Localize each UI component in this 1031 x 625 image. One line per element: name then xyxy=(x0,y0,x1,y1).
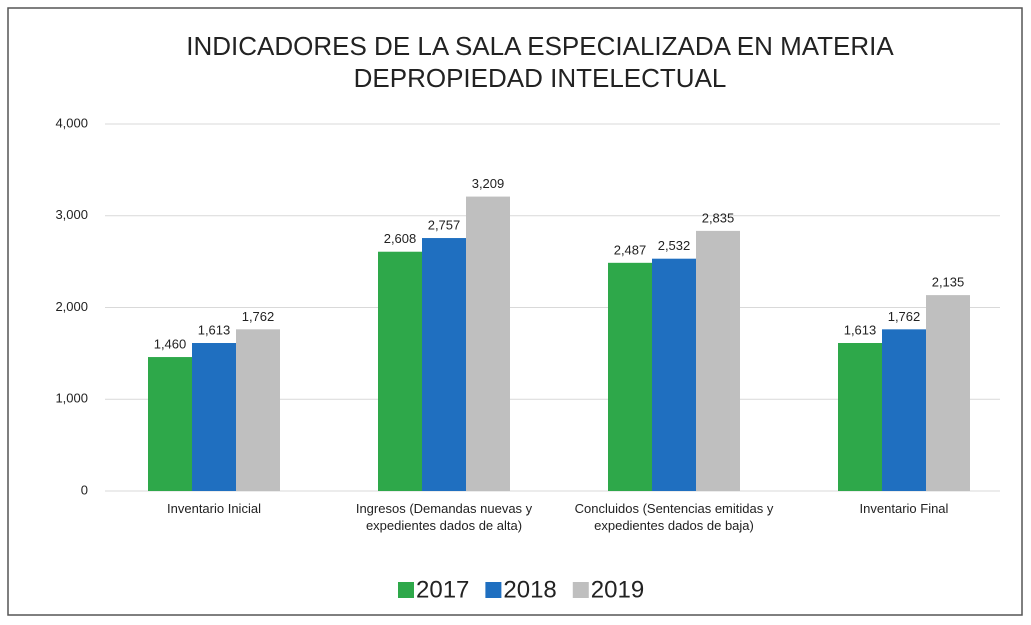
data-label: 3,209 xyxy=(472,176,505,191)
bar xyxy=(882,329,926,491)
legend-swatch xyxy=(398,582,414,598)
bar xyxy=(696,230,740,492)
data-label: 2,135 xyxy=(932,275,965,290)
x-tick-label: Inventario Final xyxy=(860,501,949,516)
data-label: 1,762 xyxy=(242,309,275,324)
x-tick-label: Inventario Inicial xyxy=(167,501,261,516)
y-tick-label: 1,000 xyxy=(55,391,88,406)
data-label: 2,757 xyxy=(428,217,461,232)
data-label: 1,460 xyxy=(154,336,187,351)
data-label: 2,835 xyxy=(702,210,735,225)
bar xyxy=(148,357,192,491)
bar xyxy=(652,258,696,491)
chart-title: INDICADORES DE LA SALA ESPECIALIZADA EN … xyxy=(186,31,894,93)
bar xyxy=(838,343,882,491)
y-tick-label: 0 xyxy=(81,482,88,497)
y-tick-label: 3,000 xyxy=(55,207,88,222)
data-label: 1,613 xyxy=(844,322,877,337)
bar xyxy=(422,238,466,491)
data-label: 2,487 xyxy=(614,242,647,257)
legend-swatch xyxy=(485,582,502,598)
legend-text: 2019 xyxy=(591,576,644,603)
y-tick-label: 2,000 xyxy=(55,299,88,314)
bar xyxy=(192,343,236,491)
chart-frame xyxy=(7,7,1023,616)
bar xyxy=(466,196,510,491)
data-label: 2,608 xyxy=(384,231,417,246)
x-tick-label: Concluidos (Sentencias emitidas y expedie… xyxy=(575,501,774,533)
x-tick-label: Ingresos (Demandas nuevas y expedientes d… xyxy=(356,501,533,533)
legend-text: 2018 xyxy=(503,576,556,603)
legend-text: 2017 xyxy=(416,576,469,603)
y-tick-label: 4,000 xyxy=(55,115,88,130)
data-label: 1,762 xyxy=(888,309,921,324)
data-label: 1,613 xyxy=(198,322,231,337)
bar xyxy=(926,295,970,491)
data-label: 2,532 xyxy=(658,238,691,253)
bar xyxy=(236,329,280,491)
bar xyxy=(608,262,652,491)
legend-swatch xyxy=(572,582,589,598)
bar xyxy=(378,251,422,491)
